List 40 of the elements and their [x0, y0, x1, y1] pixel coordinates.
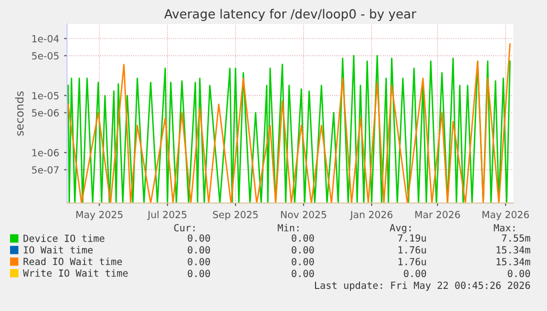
- text: Last update: Fri May 22 00:45:26 2026: [315, 281, 530, 291]
- text: 0.00: [188, 234, 210, 242]
- text: 1.76u: [398, 246, 426, 254]
- legend-label: Device IO time: [24, 234, 104, 242]
- y-tick-label: 5e-05: [32, 52, 59, 60]
- text: 0.00: [292, 258, 314, 266]
- y-tick-label: 5e-07: [32, 166, 59, 174]
- y-tick-label: 1e-05: [32, 92, 59, 100]
- text: 0.00: [292, 270, 314, 278]
- text: 0.00: [188, 246, 210, 254]
- x-tick-label: May 2025: [76, 210, 122, 220]
- text: 0.00: [188, 270, 210, 278]
- text: Cur:: [174, 224, 195, 232]
- text: Min:: [278, 224, 299, 232]
- text: 7.55m: [502, 234, 530, 242]
- text: Max:: [494, 224, 515, 232]
- legend-label: Read IO Wait time: [24, 258, 122, 266]
- text: 1.76u: [398, 258, 426, 266]
- y-tick-label: 1e-04: [32, 34, 59, 42]
- text: 15.34m: [496, 258, 530, 266]
- x-tick-label: Jan 2026: [350, 210, 392, 220]
- x-tick-label: Mar 2026: [415, 210, 460, 218]
- text: 7.19u: [398, 234, 426, 242]
- x-tick-label: Jul 2025: [147, 210, 186, 220]
- y-axis-title: seconds: [15, 91, 24, 136]
- x-tick-label: Sep 2025: [213, 210, 258, 220]
- text: 0.00: [292, 234, 314, 242]
- chart-title: Average latency for /dev/loop0 - by year: [164, 8, 416, 21]
- text: 0.00: [404, 270, 426, 278]
- text: 0.00: [188, 258, 210, 266]
- y-tick-label: 1e-06: [32, 149, 59, 156]
- text: 0.00: [292, 246, 314, 254]
- legend-label: IO Wait time: [24, 246, 93, 254]
- text: 15.34m: [496, 246, 530, 254]
- x-tick-label: Nov 2025: [281, 210, 326, 218]
- x-tick-label: May 2026: [482, 210, 529, 220]
- y-tick-label: 5e-06: [32, 109, 59, 117]
- text: 0.00: [508, 270, 530, 278]
- text: Avg:: [390, 224, 411, 234]
- legend-label: Write IO Wait time: [22, 269, 128, 277]
